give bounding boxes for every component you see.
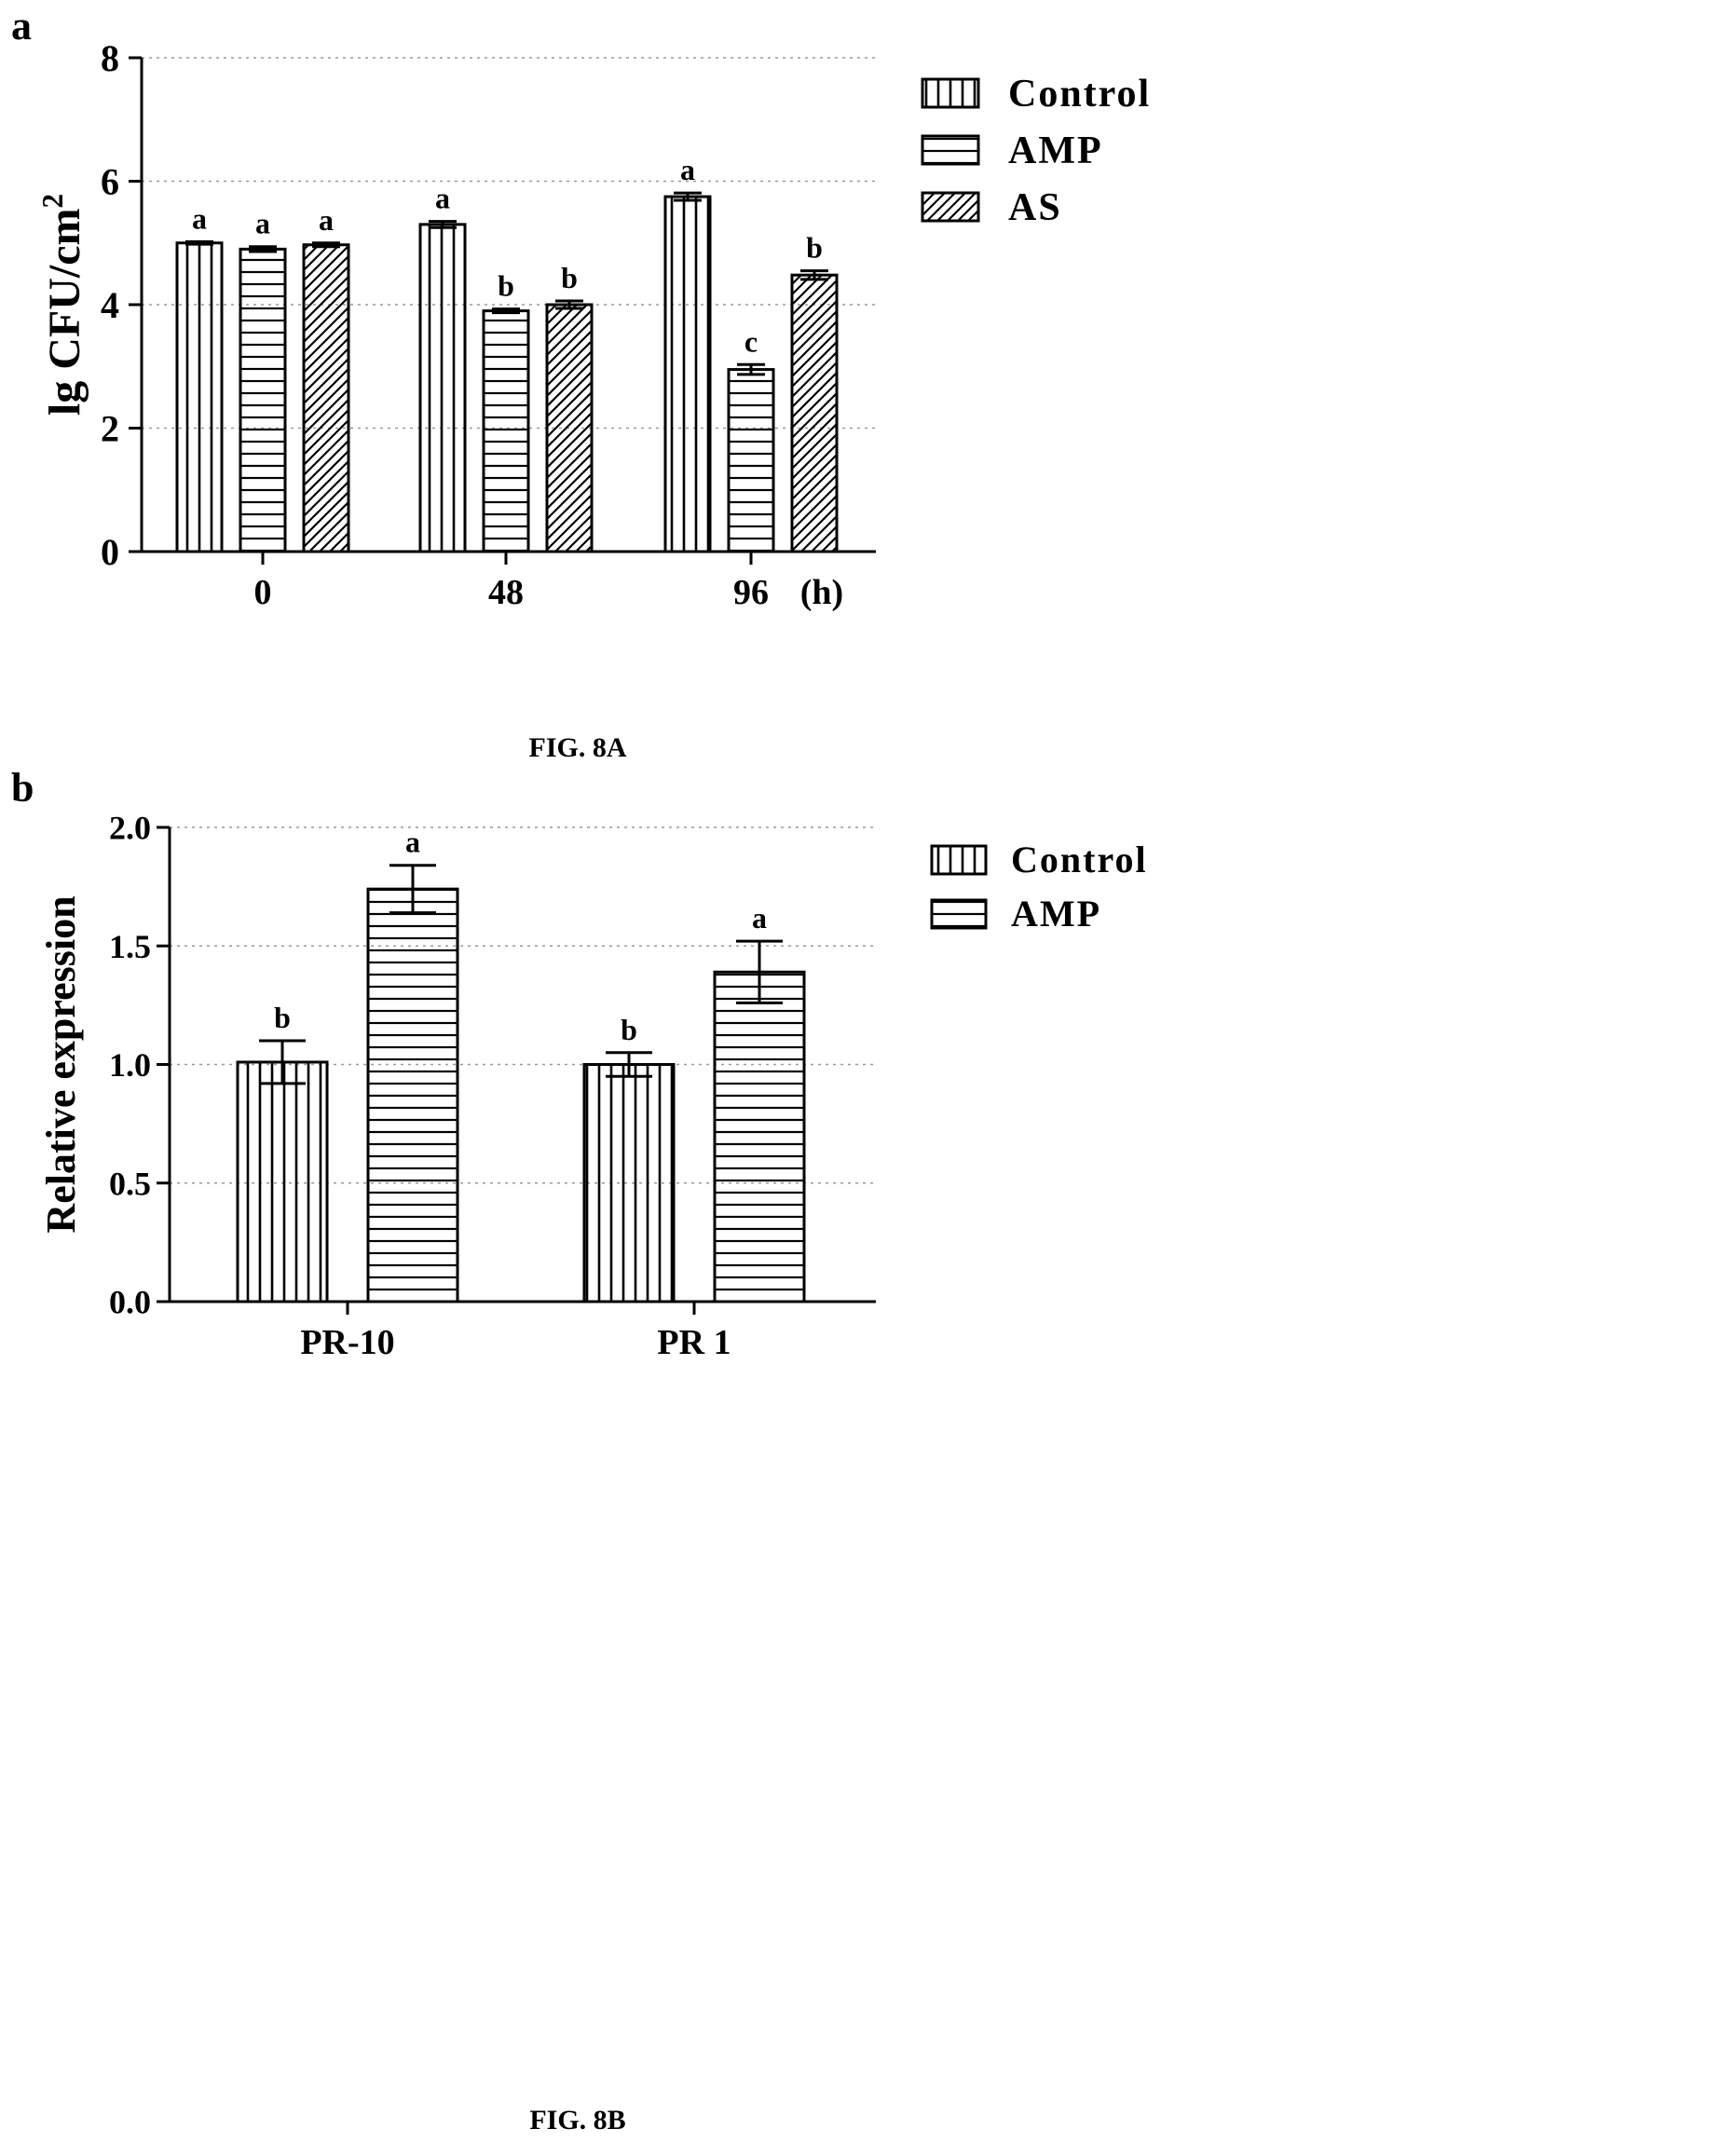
significance-letter: c <box>744 324 758 358</box>
y-tick-label: 6 <box>101 161 119 203</box>
bar-amp <box>366 887 459 1303</box>
legend-swatch-as <box>921 191 980 223</box>
significance-letter: a <box>752 901 767 935</box>
y-tick-label: 1.0 <box>109 1046 151 1084</box>
significance-letter: a <box>255 207 270 240</box>
y-tick-label: 1.5 <box>109 928 151 965</box>
y-tick-label: 2.0 <box>109 810 151 847</box>
significance-letter: b <box>274 1001 291 1034</box>
legend-label: AMP <box>1008 130 1103 172</box>
bar-control <box>418 223 467 553</box>
bar-control <box>175 241 224 553</box>
x-tick-label: 48 <box>488 573 524 612</box>
significance-letter: a <box>435 182 450 215</box>
y-axis-label-superscript: 2 <box>36 194 69 209</box>
x-tick-label: PR 1 <box>657 1323 731 1362</box>
significance-letter: b <box>561 261 578 294</box>
significance-letter: a <box>319 203 334 237</box>
figure-caption: FIG. 8A <box>529 732 627 763</box>
y-axis-label: Relative expression <box>38 895 84 1233</box>
significance-letter: a <box>680 153 695 186</box>
significance-letter: b <box>498 269 514 303</box>
significance-letter: b <box>806 231 823 265</box>
bar-as <box>302 243 350 553</box>
significance-letter: a <box>192 201 207 235</box>
legend-swatch-amp <box>921 134 980 166</box>
x-tick-label: PR-10 <box>300 1323 394 1362</box>
bar-as <box>790 273 839 553</box>
legend-swatch-control <box>930 844 988 876</box>
legend-swatch-amp <box>930 898 988 930</box>
bar-control <box>582 1063 676 1303</box>
panel-label: b <box>11 765 34 811</box>
significance-letter: b <box>621 1013 637 1046</box>
bar-control <box>236 1060 329 1303</box>
y-tick-label: 4 <box>101 284 119 326</box>
legend-swatch-control <box>921 77 980 109</box>
figure-caption: FIG. 8B <box>529 2105 625 2136</box>
bar-amp <box>482 309 530 553</box>
y-tick-label: 0.5 <box>109 1165 151 1202</box>
y-tick-label: 0.0 <box>109 1284 151 1321</box>
bar-amp <box>239 247 287 553</box>
bar-amp <box>713 970 806 1303</box>
bar-as <box>545 303 594 553</box>
y-axis-label-text: Relative expression <box>38 895 84 1233</box>
x-tick-label: 0 <box>254 573 272 612</box>
y-axis-label: lg CFU/cm2 <box>36 194 89 416</box>
y-tick-label: 0 <box>101 531 119 573</box>
panel-b: b 0.0 0.5 1.0 1.5 2.0 PR-10 b a PR 1 b a Relative ex… <box>11 765 1148 2136</box>
bar-amp <box>727 368 775 553</box>
legend-label: AS <box>1008 186 1062 229</box>
legend-label: AMP <box>1011 893 1101 935</box>
x-unit-label: (h) <box>800 573 843 612</box>
bar-control <box>663 195 712 553</box>
y-axis-label-text: lg CFU/cm <box>40 208 89 416</box>
y-tick-label: 2 <box>101 408 119 450</box>
y-tick-label: 8 <box>101 37 119 79</box>
panel-label: a <box>11 3 32 48</box>
legend-label: Control <box>1011 839 1148 880</box>
x-tick-label: 96 <box>733 573 769 612</box>
legend-label: Control <box>1008 73 1151 116</box>
significance-letter: a <box>405 826 420 859</box>
